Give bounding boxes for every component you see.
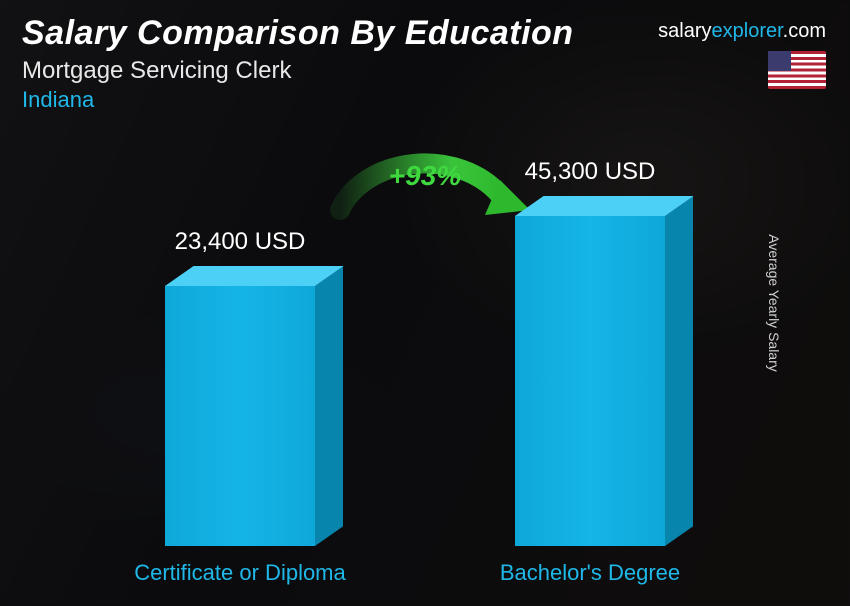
content-root: Salary Comparison By Education Mortgage … [0, 0, 850, 606]
brand-part-salary: salary [658, 20, 711, 42]
bar-category-label: Bachelor's Degree [450, 560, 730, 586]
brand-block: salaryexplorer.com [658, 20, 826, 89]
bar-value-label: 45,300 USD [450, 158, 730, 186]
brand-text: salaryexplorer.com [658, 20, 826, 43]
brand-part-explorer: explorer [712, 20, 783, 42]
bar-front-face [165, 286, 315, 546]
chart-area: 23,400 USD Certificate or Diploma 45,300… [60, 150, 770, 546]
bar-3d [165, 286, 315, 546]
bar-front-face [515, 216, 665, 546]
chart-location: Indiana [22, 87, 828, 113]
brand-part-com: .com [783, 20, 826, 42]
bar-top-face [165, 266, 344, 286]
bar-top-face [515, 196, 694, 216]
bar-category-label: Certificate or Diploma [100, 560, 380, 586]
bar-3d [515, 216, 665, 546]
bar-side-face [315, 266, 343, 546]
bar-side-face [665, 196, 693, 546]
flag-icon [768, 51, 826, 89]
bar-value-label: 23,400 USD [100, 228, 380, 256]
